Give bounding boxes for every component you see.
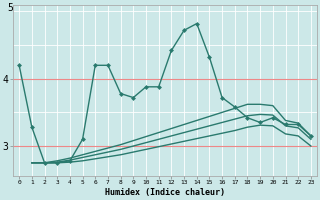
X-axis label: Humidex (Indice chaleur): Humidex (Indice chaleur) bbox=[105, 188, 225, 197]
Text: 5: 5 bbox=[7, 3, 13, 13]
